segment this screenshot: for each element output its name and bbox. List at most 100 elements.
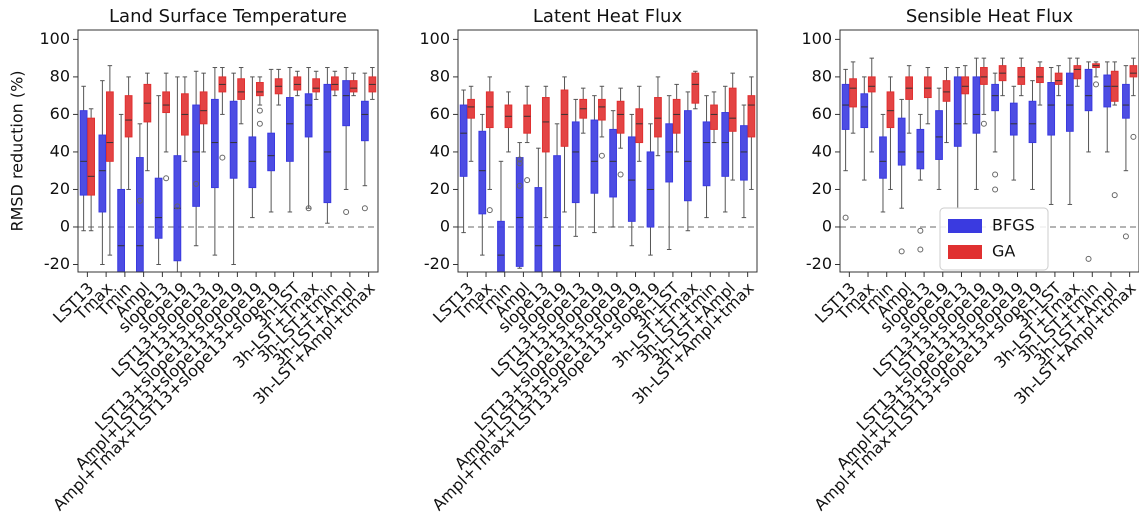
outlier	[256, 120, 263, 127]
box	[553, 155, 561, 272]
outlier	[898, 248, 905, 255]
box	[867, 76, 876, 93]
y-tick-label: -20	[44, 254, 70, 273]
y-tick-label: -20	[806, 254, 832, 273]
box	[349, 80, 358, 93]
box	[935, 110, 943, 160]
y-tick-label: 20	[812, 179, 832, 198]
outlier	[256, 107, 263, 114]
box	[1036, 67, 1044, 84]
outlier	[598, 152, 605, 159]
box	[497, 220, 505, 272]
box	[478, 130, 487, 215]
box	[972, 76, 981, 134]
panel-title: Sensible Heat Flux	[906, 6, 1074, 27]
box	[534, 187, 543, 272]
box	[162, 91, 170, 114]
plot-frame	[457, 29, 758, 273]
box	[710, 104, 718, 130]
box	[728, 87, 737, 132]
panel: Land Surface Temperature RMSD reduction (…	[8, 6, 379, 514]
outlier	[486, 207, 493, 214]
box	[106, 91, 114, 162]
y-tick-label: 40	[430, 141, 450, 160]
outlier	[842, 214, 849, 221]
y-tick-label: 20	[50, 179, 70, 198]
plot-area	[458, 70, 757, 272]
y-tick-label: 80	[812, 66, 832, 85]
outlier	[992, 171, 999, 178]
box	[331, 76, 339, 91]
outlier	[219, 154, 226, 161]
box	[683, 110, 692, 202]
y-tick-label: 100	[419, 29, 450, 48]
box	[87, 117, 95, 196]
box	[1065, 72, 1074, 132]
box	[1047, 82, 1056, 136]
y-tick-label: 20	[430, 179, 450, 198]
box	[1054, 72, 1063, 85]
box	[211, 98, 219, 189]
box	[747, 95, 756, 138]
box	[609, 128, 617, 198]
panel: Latent Heat Flux-20020406080100LST13Tmax…	[419, 6, 757, 514]
outlier	[516, 182, 523, 189]
box	[560, 89, 569, 147]
y-tick-label: 0	[440, 216, 450, 235]
box	[721, 112, 730, 177]
box	[740, 125, 748, 181]
box	[1073, 65, 1082, 80]
outlier	[917, 246, 924, 253]
outlier	[980, 120, 987, 127]
outlier	[305, 205, 312, 212]
box	[1084, 68, 1093, 112]
legend-swatch	[948, 245, 982, 259]
box	[897, 117, 906, 166]
outlier	[1085, 255, 1092, 262]
box	[991, 83, 999, 112]
box	[304, 93, 313, 138]
box	[627, 136, 636, 222]
box	[942, 80, 951, 102]
box	[916, 128, 925, 170]
legend-swatch	[948, 219, 982, 233]
y-tick-label: 60	[812, 104, 832, 123]
box	[192, 104, 200, 207]
box	[1028, 100, 1037, 144]
outlier	[617, 171, 624, 178]
box	[256, 82, 264, 97]
box	[286, 97, 294, 162]
y-tick-label: -20	[424, 254, 450, 273]
y-tick-label: 60	[50, 104, 70, 123]
outlier	[361, 205, 368, 212]
outlier	[516, 156, 523, 163]
outlier	[1111, 192, 1118, 199]
box	[229, 100, 238, 179]
y-tick-label: 80	[50, 66, 70, 85]
outlier	[524, 177, 531, 184]
box	[635, 108, 644, 144]
outlier	[193, 180, 200, 187]
box	[237, 78, 245, 100]
plot-area	[840, 57, 1139, 262]
y-axis-label: RMSD reduction (%)	[8, 70, 27, 231]
plot-frame	[77, 29, 379, 273]
y-tick-label: 40	[812, 141, 832, 160]
box	[117, 188, 125, 272]
box	[665, 123, 674, 183]
box	[323, 83, 332, 204]
y-tick-label: 0	[822, 216, 832, 235]
box	[485, 91, 494, 129]
box	[1103, 74, 1112, 108]
outlier	[992, 186, 999, 193]
box	[136, 157, 144, 272]
box	[523, 104, 532, 134]
y-tick-label: 100	[801, 29, 832, 48]
plot-area	[78, 65, 378, 272]
box	[654, 97, 662, 138]
y-tick-label: 40	[50, 141, 70, 160]
outlier	[917, 227, 924, 234]
panel-title: Latent Heat Flux	[533, 6, 683, 27]
box	[154, 177, 163, 239]
